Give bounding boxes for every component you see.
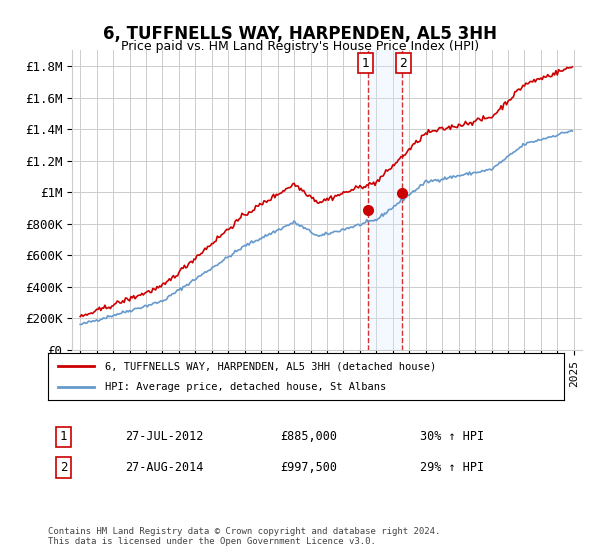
Text: HPI: Average price, detached house, St Albans: HPI: Average price, detached house, St A… — [105, 382, 386, 392]
Text: £885,000: £885,000 — [280, 430, 337, 444]
Text: 30% ↑ HPI: 30% ↑ HPI — [419, 430, 484, 444]
Text: 6, TUFFNELLS WAY, HARPENDEN, AL5 3HH: 6, TUFFNELLS WAY, HARPENDEN, AL5 3HH — [103, 25, 497, 43]
Text: 1: 1 — [60, 430, 67, 444]
Text: £997,500: £997,500 — [280, 461, 337, 474]
Text: 27-AUG-2014: 27-AUG-2014 — [125, 461, 204, 474]
Text: 2: 2 — [60, 461, 67, 474]
Text: 29% ↑ HPI: 29% ↑ HPI — [419, 461, 484, 474]
Text: Contains HM Land Registry data © Crown copyright and database right 2024.
This d: Contains HM Land Registry data © Crown c… — [48, 526, 440, 546]
Text: 27-JUL-2012: 27-JUL-2012 — [125, 430, 204, 444]
Text: 2: 2 — [399, 57, 407, 69]
Bar — [368, 50, 403, 350]
Text: Price paid vs. HM Land Registry's House Price Index (HPI): Price paid vs. HM Land Registry's House … — [121, 40, 479, 53]
Text: 1: 1 — [362, 57, 370, 69]
Text: 6, TUFFNELLS WAY, HARPENDEN, AL5 3HH (detached house): 6, TUFFNELLS WAY, HARPENDEN, AL5 3HH (de… — [105, 361, 436, 371]
